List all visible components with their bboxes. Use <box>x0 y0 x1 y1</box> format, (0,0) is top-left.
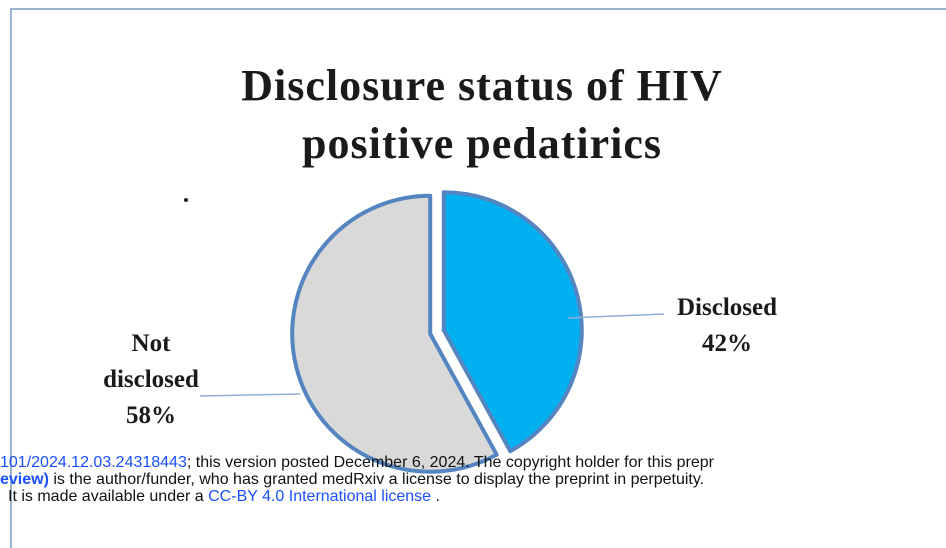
dot <box>184 198 188 202</box>
slice-label: Disclosed 42% <box>652 290 802 362</box>
value-label: 58% <box>126 402 176 429</box>
chart-title: Disclosure status of HIV <box>241 61 723 110</box>
image-frame <box>10 8 946 548</box>
pie-slice <box>290 193 499 474</box>
footer-text: is the author/funder, who has granted me… <box>48 471 705 488</box>
chart-title: positive pedatirics <box>302 119 662 168</box>
link[interactable]: 101/2024.12.03.24318443 <box>0 454 187 471</box>
footer-text: It is made available under a <box>8 488 209 505</box>
value-label: 42% <box>702 330 752 357</box>
pie <box>290 190 584 474</box>
leader-line <box>567 313 665 319</box>
link[interactable]: eview) <box>0 471 49 488</box>
footer-line: eview) is the author/funder, who has gra… <box>0 471 704 489</box>
category-label: Not disclosed <box>103 330 199 393</box>
pie-slice <box>441 190 584 454</box>
leader-line <box>199 393 301 397</box>
category-label: Disclosed <box>677 294 777 321</box>
footer-line: 101/2024.12.03.24318443; this version po… <box>0 454 714 472</box>
link[interactable]: CC-BY 4.0 International license <box>208 488 432 505</box>
footer-text: . <box>431 488 440 505</box>
slice-label: Not disclosed 58% <box>92 326 210 434</box>
footer-line: It is made available under a CC-BY 4.0 I… <box>8 488 440 506</box>
footer-text: ; this version posted December 6, 2024. … <box>186 454 714 471</box>
